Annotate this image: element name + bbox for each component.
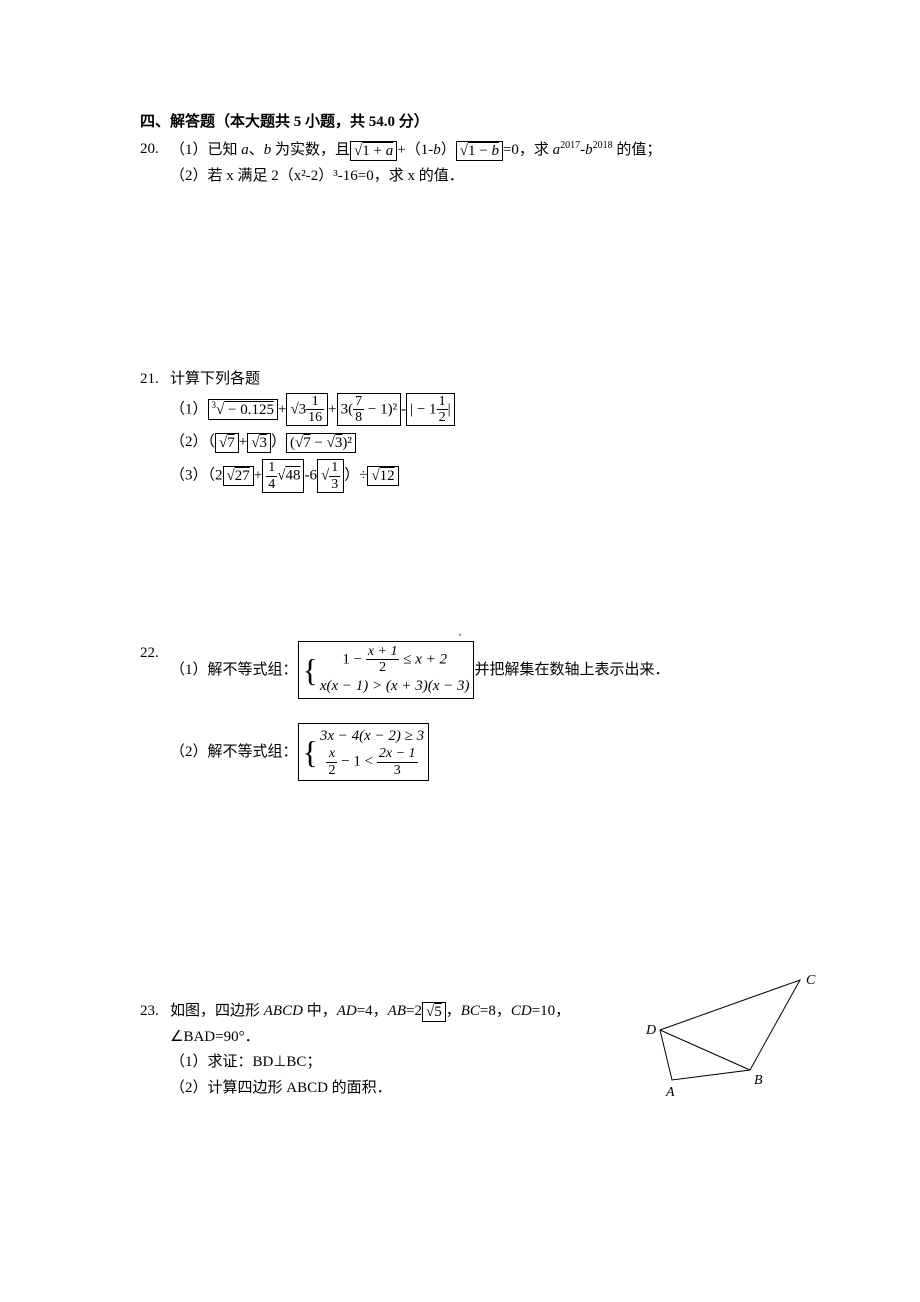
sqrt3: √3 — [247, 433, 271, 453]
text: 为实数，且 — [271, 142, 350, 158]
text: =2 — [406, 1003, 422, 1019]
p22-sub2: （2）解不等式组： { 3x − 4(x − 2) ≥ 3 x2 − 1 < 2… — [170, 723, 800, 781]
text: （2）解不等式组： — [170, 736, 298, 769]
problem-21: 21. 计算下列各题 （1）3√ − 0.125+√3116+3(78 − 1)… — [140, 367, 800, 493]
text: （1） — [170, 401, 208, 417]
problem-body: （1）已知 a、b 为实数，且√1 + a+（1-b）√1 − b=0，求 a2… — [170, 137, 800, 189]
inequality-system-1: { 1 − x + 12 ≤ x + 2 x(x − 1) > (x + 3)(… — [298, 641, 475, 699]
p23-angle: ∠BAD=90°． — [170, 1025, 600, 1051]
p21-sub2: （2）（√7+√3）(√7 − √3)² — [170, 426, 800, 459]
text: =8， — [480, 1003, 511, 1019]
text: ） — [441, 142, 456, 158]
text: 的值； — [613, 142, 662, 158]
text: =4， — [357, 1003, 388, 1019]
var-b: b — [433, 142, 441, 158]
text: （1）解不等式组： — [170, 654, 298, 687]
p20-line1: （1）已知 a、b 为实数，且√1 + a+（1-b）√1 − b=0，求 a2… — [170, 137, 800, 164]
minus6: -6 — [304, 468, 317, 484]
a2017: a2017 — [553, 142, 581, 158]
cbrt-box: 3√ − 0.125 — [208, 399, 278, 420]
svg-text:D: D — [645, 1023, 656, 1038]
text: （1）已知 — [170, 142, 241, 158]
sqrt27: √27 — [223, 466, 254, 486]
problem-body: （1）解不等式组： { 1 − x + 12 ≤ x + 2 x(x − 1) … — [170, 641, 800, 781]
p22-sub1: （1）解不等式组： { 1 − x + 12 ≤ x + 2 x(x − 1) … — [170, 641, 800, 699]
ab: AB — [388, 1003, 406, 1019]
plus: + — [254, 468, 262, 484]
text: =0，求 — [503, 142, 553, 158]
svg-text:B: B — [754, 1073, 763, 1088]
sqrt-1plusa: √1 + a — [350, 141, 397, 161]
bc: BC — [461, 1003, 480, 1019]
cd: CD — [511, 1003, 532, 1019]
sqrt7: √7 — [215, 433, 239, 453]
sqrt-1-3: √13 — [317, 459, 344, 493]
text: 并把解集在数轴上表示出来． — [474, 654, 669, 687]
frac14-sqrt48: 14√48 — [262, 459, 304, 493]
problem-number: 22. — [140, 641, 170, 781]
plus: + — [239, 434, 247, 450]
text: 、 — [249, 142, 264, 158]
problem-number: 23. — [140, 999, 170, 1101]
text: （2）（ — [170, 434, 215, 450]
diff-sq-box: (√7 − √3)² — [286, 433, 356, 453]
p21-sub3: （3）（2√27+14√48-6√13）÷√12 — [170, 459, 800, 493]
sqrt-3-1-16: √3116 — [286, 393, 328, 427]
var-a: a — [241, 142, 249, 158]
problem-number: 21. — [140, 367, 170, 493]
text: +（1- — [397, 142, 433, 158]
svg-text:A: A — [665, 1085, 675, 1100]
p23-sub1: （1）求证：BD⊥BC； — [170, 1050, 600, 1076]
abs-box: | − 112| — [406, 393, 454, 427]
section-title: 四、解答题（本大题共 5 小题，共 54.0 分） — [140, 110, 800, 131]
quadrilateral-figure: D A B C — [640, 975, 820, 1105]
text: 中， — [303, 1003, 337, 1019]
problem-22: 22. （1）解不等式组： { 1 − x + 12 ≤ x + 2 x(x −… — [140, 641, 800, 781]
inequality-system-2: { 3x − 4(x − 2) ≥ 3 x2 − 1 < 2x − 13 — [298, 723, 430, 781]
comma: ， — [446, 1003, 461, 1019]
ad: AD — [337, 1003, 357, 1019]
problem-body: 如图，四边形 ABCD 中，AD=4，AB=2√5，BC=8，CD=10， ∠B… — [170, 999, 600, 1101]
problem-number: 20. — [140, 137, 170, 189]
abcd: ABCD — [264, 1003, 303, 1019]
p23-sub2: （2）计算四边形 ABCD 的面积． — [170, 1076, 600, 1102]
p20-line2: （2）若 x 满足 2（x²-2）³-16=0，求 x 的值． — [170, 164, 800, 190]
plus: + — [328, 401, 336, 417]
text: ） — [271, 434, 286, 450]
sqrt12: √12 — [367, 466, 398, 486]
problem-20: 20. （1）已知 a、b 为实数，且√1 + a+（1-b）√1 − b=0，… — [140, 137, 800, 189]
problem-body: 计算下列各题 （1）3√ − 0.125+√3116+3(78 − 1)²-| … — [170, 367, 800, 493]
text: （3）（2 — [170, 468, 223, 484]
p21-title: 计算下列各题 — [170, 367, 800, 393]
text: 如图，四边形 — [170, 1003, 264, 1019]
plus: + — [278, 401, 286, 417]
p23-line1: 如图，四边形 ABCD 中，AD=4，AB=2√5，BC=8，CD=10， — [170, 999, 600, 1025]
b2018: b2018 — [585, 142, 613, 158]
expr-box: 3(78 − 1)² — [337, 393, 401, 427]
p21-sub1: （1）3√ − 0.125+√3116+3(78 − 1)²-| − 112| — [170, 393, 800, 427]
svg-text:C: C — [806, 975, 816, 988]
sqrt5: √5 — [422, 1002, 446, 1022]
text: =10， — [532, 1003, 570, 1019]
text: ）÷ — [344, 468, 367, 484]
watermark-dot: ▪ — [458, 630, 462, 641]
sqrt-1minusb: √1 − b — [456, 141, 503, 161]
